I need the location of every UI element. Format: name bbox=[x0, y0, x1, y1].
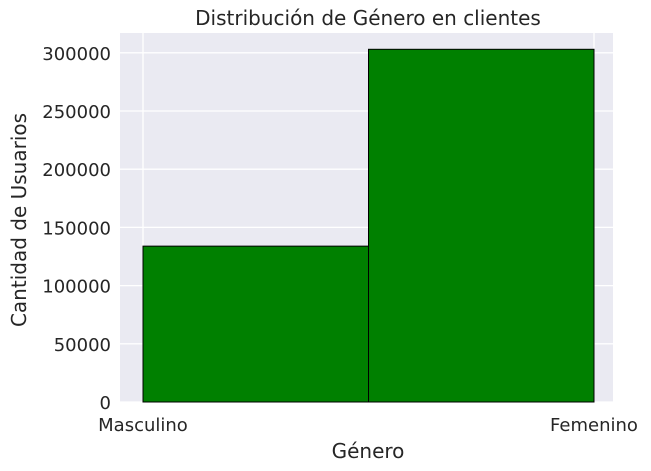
x-tick-label: Masculino bbox=[98, 415, 188, 436]
y-tick-labels: 0 50000 100000 150000 200000 250000 300000 bbox=[42, 44, 111, 414]
bar-femenino bbox=[368, 48, 595, 403]
x-tick-labels: Masculino Femenino bbox=[98, 415, 638, 436]
y-tick-label: 200000 bbox=[42, 160, 111, 181]
y-tick-label: 50000 bbox=[54, 335, 111, 356]
y-tick-label: 100000 bbox=[42, 277, 111, 298]
y-tick-label: 150000 bbox=[42, 218, 111, 239]
x-tick-label: Femenino bbox=[550, 415, 638, 436]
y-tick-label: 0 bbox=[100, 393, 111, 414]
y-axis-label: Cantidad de Usuarios bbox=[7, 113, 31, 327]
y-tick-label: 300000 bbox=[42, 44, 111, 65]
y-tick-label: 250000 bbox=[42, 102, 111, 123]
bar-masculino bbox=[142, 245, 369, 403]
bars bbox=[142, 48, 595, 403]
x-axis-label: Género bbox=[332, 439, 405, 463]
chart-title: Distribución de Género en clientes bbox=[195, 6, 541, 30]
